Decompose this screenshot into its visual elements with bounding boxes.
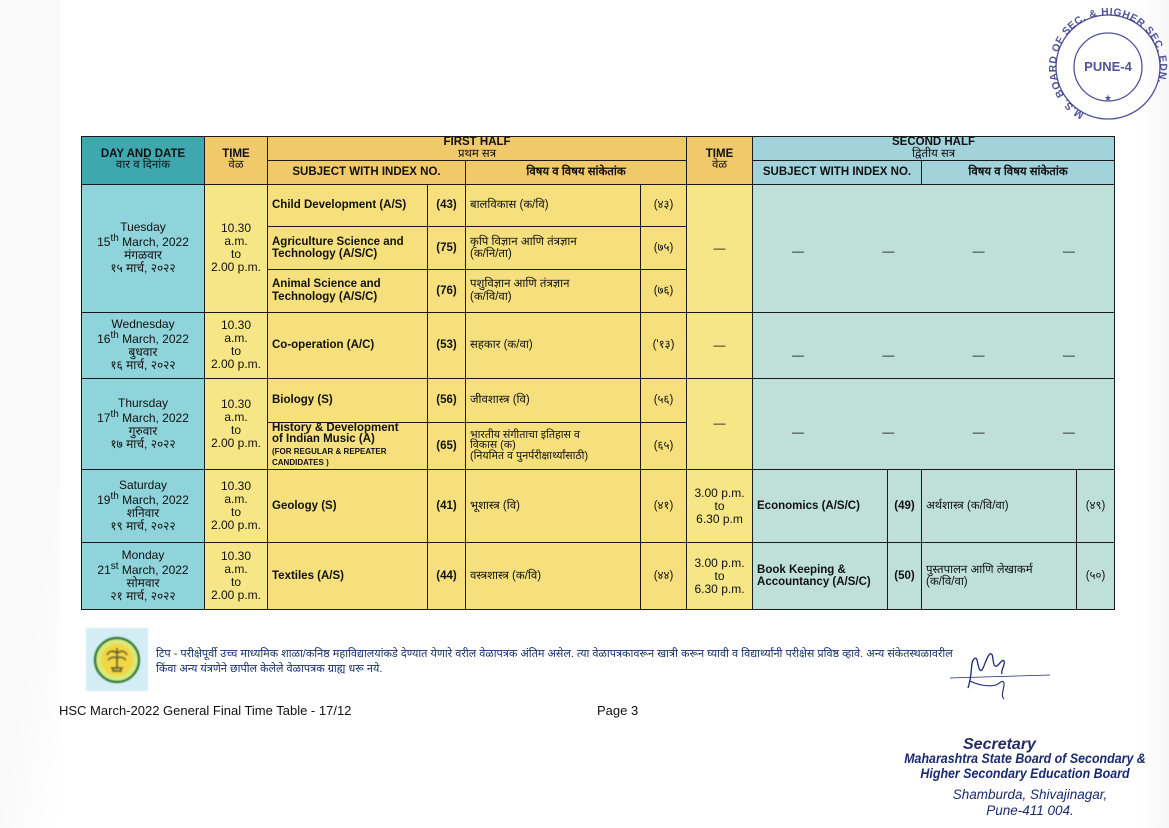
- svg-text:★: ★: [1104, 93, 1112, 103]
- svg-text:PUNE-4: PUNE-4: [1084, 59, 1132, 74]
